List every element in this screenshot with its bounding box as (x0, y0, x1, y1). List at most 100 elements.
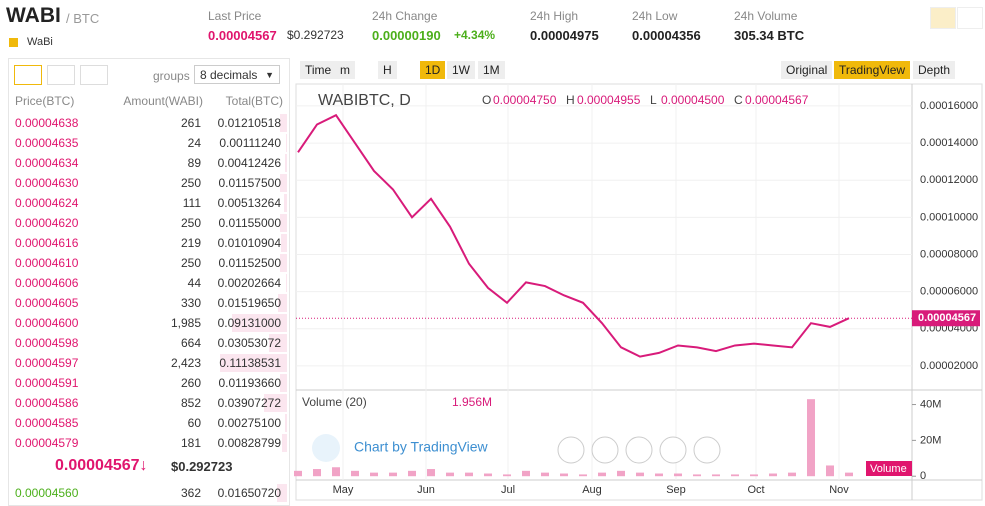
price: 0.00004635 (15, 136, 79, 150)
toolbar-button[interactable]: TradingView (834, 61, 911, 79)
volume-bar (655, 473, 663, 477)
decimals-select[interactable]: 8 decimals ▼ (194, 65, 280, 84)
amount: 181 (180, 436, 201, 450)
asks-row: 0.00004634 89 0.00412426 (9, 153, 287, 173)
volume-bar (788, 472, 796, 477)
toolbar-button[interactable]: 1D (420, 61, 446, 79)
volume-bar (560, 473, 568, 477)
column-header: Total(BTC) (225, 94, 283, 108)
axis-tag-bg (866, 461, 912, 476)
amount: 60 (187, 416, 201, 430)
amount: 219 (180, 236, 201, 250)
column-header: Price(BTC) (15, 94, 75, 108)
view-bids[interactable] (47, 65, 75, 85)
coin-icon (9, 38, 18, 47)
stat-extra: $0.292723 (287, 28, 344, 42)
ohlc-value: 0.00004567 (745, 93, 809, 107)
asks-row: 0.00004585 60 0.00275100 (9, 413, 287, 433)
amount: 24 (187, 136, 201, 150)
toolbar-button[interactable]: Original (781, 61, 833, 79)
price: 0.00004620 (15, 216, 79, 230)
price: 0.00004610 (15, 256, 79, 270)
total-bg (283, 194, 287, 212)
stat-label: 24h Low (632, 9, 678, 23)
volume-bar (294, 470, 302, 477)
price: 0.00004624 (15, 196, 79, 210)
watermark: Chart by TradingView (354, 439, 488, 455)
price: 0.00004630 (15, 176, 79, 190)
price: 0.00004600 (15, 316, 79, 330)
total-bg (282, 434, 287, 452)
ohlc-key: O (482, 93, 491, 107)
amount: 44 (187, 276, 201, 290)
asks-row: 0.00004579 181 0.00828799 (9, 433, 287, 453)
amount: 362 (180, 486, 201, 500)
coin-name: WaBi (27, 36, 53, 48)
ohlc-key: C (734, 93, 743, 107)
view-both[interactable] (14, 65, 42, 85)
amount: 664 (180, 336, 201, 350)
price: 0.00004586 (15, 396, 79, 410)
x-tick-label: Jun (417, 484, 435, 496)
total: 0.01157500 (218, 176, 281, 190)
nav-button[interactable] (693, 436, 721, 464)
total: 0.03053072 (217, 336, 281, 350)
ohlc-key: L (650, 93, 657, 107)
price: 0.00004605 (15, 296, 79, 310)
light-theme[interactable] (930, 7, 956, 29)
toolbar-button[interactable]: m (335, 61, 355, 79)
y-tick-label: 20M (920, 434, 941, 446)
volume-bar (522, 470, 530, 477)
volume-bar (503, 474, 511, 477)
amount: 261 (180, 116, 201, 130)
total-bg (279, 374, 287, 392)
stat-label: 24h Change (372, 9, 438, 23)
total-bg (285, 414, 287, 432)
toolbar-button[interactable]: Time (300, 61, 337, 79)
axis-tag: Volume (870, 463, 907, 475)
price: 0.00004598 (15, 336, 79, 350)
nav-button[interactable] (557, 436, 585, 464)
stat-value: 0.00004356 (632, 28, 701, 43)
price: 0.00004638 (15, 116, 79, 130)
price: 0.00004634 (15, 156, 79, 170)
toolbar-button[interactable]: Depth (913, 61, 956, 79)
volume-bar (370, 472, 378, 477)
asks-row: 0.00004620 250 0.01155000 (9, 213, 287, 233)
stat-value: 0.00004975 (530, 28, 599, 43)
volume-bar (598, 472, 606, 477)
toolbar-button[interactable]: H (378, 61, 397, 79)
amount: 330 (180, 296, 201, 310)
stat-label: Last Price (208, 9, 262, 23)
total: 0.01210518 (217, 116, 281, 130)
symbol: WABI (6, 4, 61, 27)
stat-label: 24h High (530, 9, 579, 23)
last-price-label: 0.00004567 (918, 312, 976, 324)
toolbar-button[interactable]: 1M (478, 61, 505, 79)
total-bg (280, 234, 287, 252)
total-bg (284, 154, 287, 172)
total-bg (280, 214, 287, 232)
view-asks[interactable] (80, 65, 108, 85)
volume-bar (636, 472, 644, 477)
nav-button[interactable] (659, 436, 687, 464)
ohlc-key: H (566, 93, 575, 107)
chart-title: WABIBTC, D (318, 92, 411, 109)
total-bg (263, 394, 287, 412)
total-bg (280, 174, 287, 192)
asks-row: 0.00004610 250 0.01152500 (9, 253, 287, 273)
dark-theme[interactable] (957, 7, 983, 29)
toolbar-button[interactable]: 1W (447, 61, 475, 79)
asks-row: 0.00004616 219 0.01010904 (9, 233, 287, 253)
price: 0.00004591 (15, 376, 79, 390)
amount: 89 (187, 156, 201, 170)
total-bg (232, 314, 287, 332)
ohlc-value: 0.00004955 (577, 93, 641, 107)
total: 0.09131000 (217, 316, 281, 330)
amount: 111 (182, 196, 201, 210)
nav-button[interactable] (591, 436, 619, 464)
total-bg (280, 254, 287, 272)
price: 0.00004585 (15, 416, 79, 430)
volume-bar (712, 474, 720, 477)
nav-button[interactable] (625, 436, 653, 464)
